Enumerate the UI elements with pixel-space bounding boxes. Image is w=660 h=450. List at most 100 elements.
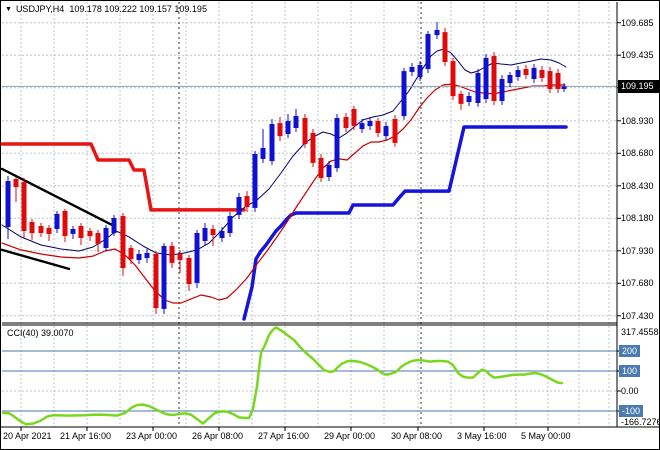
candle-bear <box>392 119 398 143</box>
candle-bear <box>153 254 159 309</box>
supertrend-resistance-line <box>1 142 246 212</box>
candle-bull <box>561 86 567 89</box>
candle-bull <box>252 154 258 208</box>
symbol-dropdown-icon[interactable]: ▼ <box>5 6 12 13</box>
candle-bear <box>450 61 456 97</box>
candle-bull <box>499 79 505 101</box>
price-axis-label: 108.930 <box>621 116 654 126</box>
chart-title: ▼ USDJPY,H4 109.178 109.222 109.157 109.1… <box>5 4 207 15</box>
candle-bull <box>367 121 373 127</box>
current-price-badge: 109.195 <box>618 80 659 93</box>
candles <box>5 22 567 314</box>
time-axis-label: 23 Apr 00:00 <box>126 431 178 441</box>
price-axis-label: 107.930 <box>621 246 654 256</box>
indicator-name: CCI(40) <box>7 328 39 338</box>
candle-bear <box>375 121 381 133</box>
price-axis-label: 108.680 <box>621 148 654 158</box>
cci-level-200-badge: 200 <box>619 345 641 357</box>
candle-bull <box>466 96 472 102</box>
chart-title-symbol: USDJPY,H4 <box>15 4 65 14</box>
candle-bull <box>425 34 431 69</box>
candle-bear <box>13 179 19 188</box>
candle-bull <box>161 246 167 309</box>
cci-min-label: -166.7276 <box>621 417 660 427</box>
candle-bear <box>277 123 283 137</box>
indicator-value: 39.0070 <box>41 328 74 338</box>
candle-bear <box>169 246 175 263</box>
candle-bear <box>21 182 27 231</box>
candle-bull <box>417 65 423 78</box>
cci-line <box>1 326 564 426</box>
candle-bull <box>507 75 513 84</box>
time-axis-label: 30 Apr 08:00 <box>391 431 443 441</box>
candle-bull <box>475 73 481 103</box>
candle-bear <box>210 229 216 235</box>
candle-bear <box>120 216 126 268</box>
candle-bear <box>128 248 134 259</box>
candle-bull <box>293 116 299 128</box>
candle-bull <box>227 216 233 233</box>
time-axis-label: 5 May 00:00 <box>521 431 571 441</box>
candle-bull <box>401 71 407 117</box>
price-axis-label: 107.430 <box>621 311 654 321</box>
candle-bull <box>136 254 142 260</box>
candle-bull <box>5 181 11 227</box>
candle-bull <box>409 67 415 72</box>
trendline-lower <box>1 248 71 271</box>
candle-bear <box>539 70 545 78</box>
candle-bear <box>62 210 68 236</box>
price-axis-label: 108.180 <box>621 213 654 223</box>
candle-bear <box>95 233 101 244</box>
candle-bear <box>87 231 93 237</box>
candle-bull <box>260 148 266 159</box>
time-axis-label: 3 May 16:00 <box>457 431 507 441</box>
candle-bear <box>186 258 192 284</box>
cci-level-100-badge: 100 <box>619 365 641 377</box>
price-axis-label: 109.685 <box>621 18 654 28</box>
candle-bear <box>555 73 561 89</box>
candle-bull <box>54 213 60 229</box>
time-axis-label: 26 Apr 08:00 <box>192 431 244 441</box>
time-axis-label: 21 Apr 16:00 <box>60 431 112 441</box>
candle-bull <box>285 121 291 134</box>
candle-bull <box>383 126 389 137</box>
price-axis-label: 108.430 <box>621 181 654 191</box>
chart-title-ohlc: 109.178 109.222 109.157 109.195 <box>69 4 207 14</box>
candle-bull <box>70 229 76 234</box>
candle-bull <box>103 228 109 248</box>
candle-bear <box>343 117 349 128</box>
candle-bull <box>202 228 208 241</box>
candle-bull <box>326 165 332 177</box>
time-axis-label: 27 Apr 16:00 <box>258 431 310 441</box>
candle-bear <box>442 32 448 62</box>
candle-bear <box>318 158 324 178</box>
candle-bull <box>515 70 521 77</box>
candle-bull <box>269 124 275 162</box>
candle-bear <box>78 226 84 238</box>
candle-bear <box>46 228 52 234</box>
candle-bear <box>351 109 357 126</box>
price-axis-label: 107.680 <box>621 278 654 288</box>
candle-bear <box>547 71 553 89</box>
candle-bear <box>310 132 316 163</box>
candle-bull <box>359 123 365 130</box>
supertrend-support-line <box>242 125 568 321</box>
candle-bull <box>219 231 225 238</box>
candle-bull <box>144 252 150 258</box>
candle-bull <box>483 57 489 99</box>
candle-bear <box>29 222 35 234</box>
candle-bear <box>523 69 529 75</box>
candle-bull <box>236 197 242 215</box>
time-axis-label: 29 Apr 00:00 <box>324 431 376 441</box>
candle-bull <box>194 233 200 283</box>
price-axis-label: 109.435 <box>621 50 654 60</box>
candle-bull <box>531 67 537 79</box>
candle-bear <box>491 56 497 101</box>
candle-bull <box>111 218 117 234</box>
cci-zero-label: 0.00 <box>621 386 639 396</box>
time-axis-label: 20 Apr 2021 <box>3 431 52 441</box>
candle-bear <box>38 226 44 233</box>
indicator-title: CCI(40) 39.0070 <box>7 328 74 339</box>
